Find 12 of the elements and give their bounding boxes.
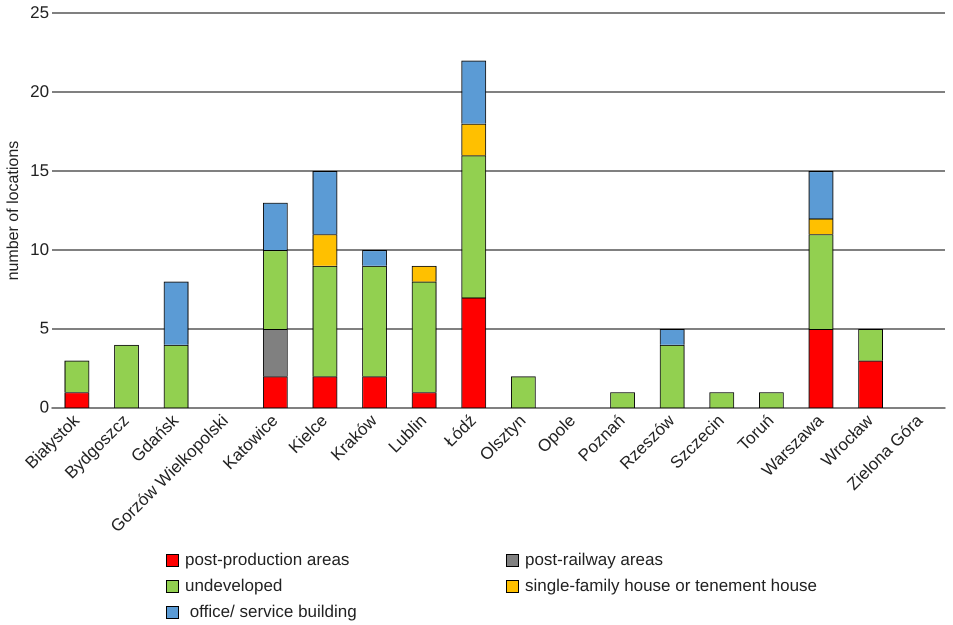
y-tick-label: 5 xyxy=(40,318,50,338)
y-tick-label: 10 xyxy=(30,240,50,259)
legend-label: undeveloped xyxy=(185,576,282,596)
y-tick-label: 0 xyxy=(40,398,50,417)
legend-label: post-railway areas xyxy=(525,550,663,570)
legend-label: post-production areas xyxy=(185,550,350,570)
legend-label: office/ service building xyxy=(188,602,357,622)
legend-label: single-family house or tenement house xyxy=(525,576,817,596)
y-tick-label: 25 xyxy=(30,2,50,22)
y-tick-label: 15 xyxy=(30,160,50,180)
y-tick-label: 20 xyxy=(30,82,50,101)
y-axis-title: number of locations xyxy=(5,140,22,280)
